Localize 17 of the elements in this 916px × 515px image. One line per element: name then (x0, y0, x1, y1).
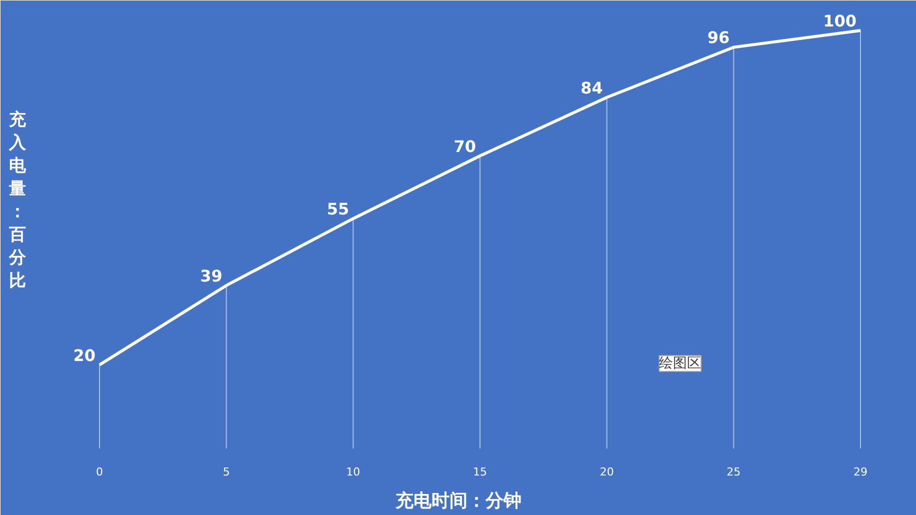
data-label: 100 (823, 12, 857, 30)
data-label: 84 (580, 78, 603, 98)
x-axis-title: 充电时间：分钟 (394, 490, 522, 512)
data-label: 39 (200, 266, 222, 286)
data-label: 96 (707, 28, 730, 48)
x-tick-label: 20 (600, 466, 614, 478)
x-tick-label: 15 (473, 466, 487, 478)
x-tick-label: 10 (346, 466, 360, 478)
x-tick-label: 25 (726, 466, 741, 478)
x-tick-label: 29 (854, 466, 868, 478)
data-label: 55 (326, 200, 350, 219)
x-tick-label: 5 (222, 466, 230, 478)
y-axis-title: 充入电量：百分比 (8, 110, 27, 291)
data-label: 70 (454, 136, 476, 156)
annotation: 绘图区 (659, 356, 702, 372)
data-label: 20 (73, 346, 96, 365)
x-tick-label: 0 (96, 466, 103, 478)
